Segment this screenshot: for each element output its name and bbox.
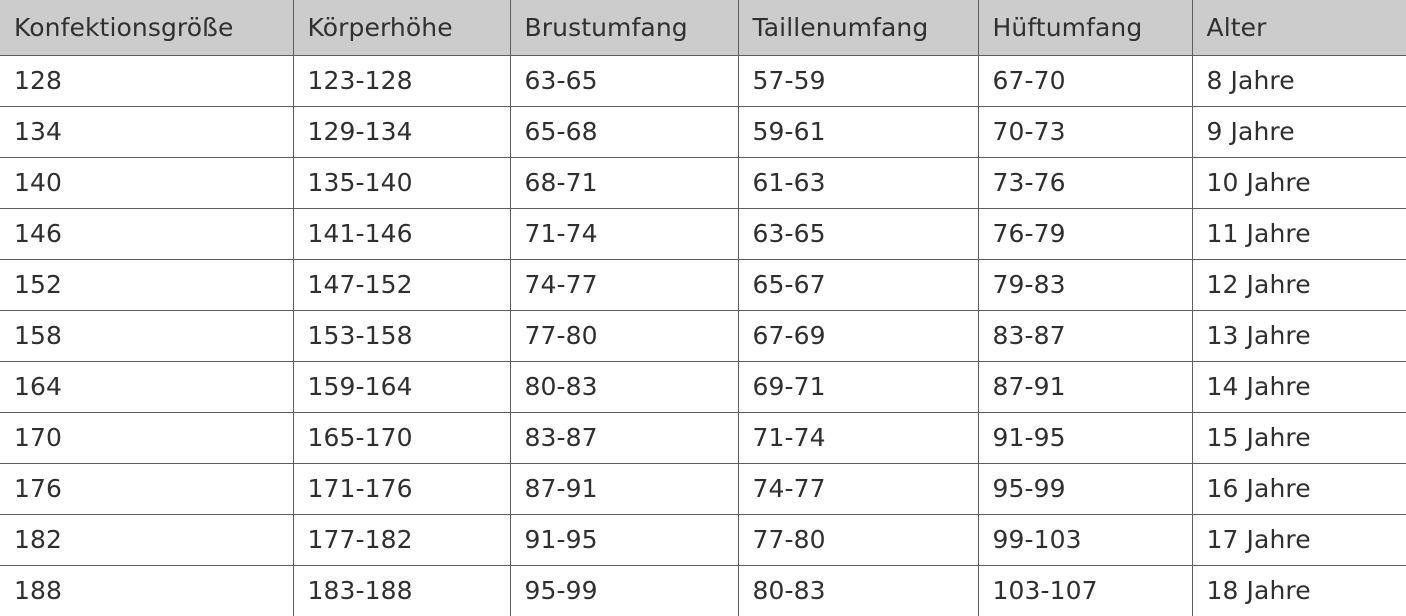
table-cell: 15 Jahre (1192, 413, 1406, 464)
column-header-konfektionsgroesse: Konfektionsgröße (0, 0, 293, 56)
table-cell: 65-68 (510, 107, 738, 158)
column-header-koerperhoehe: Körperhöhe (293, 0, 510, 56)
table-cell: 153-158 (293, 311, 510, 362)
table-cell: 69-71 (738, 362, 978, 413)
table-cell: 67-70 (978, 56, 1192, 107)
table-cell: 91-95 (510, 515, 738, 566)
column-header-taillenumfang: Taillenumfang (738, 0, 978, 56)
table-cell: 140 (0, 158, 293, 209)
table-cell: 183-188 (293, 566, 510, 616)
table-cell: 141-146 (293, 209, 510, 260)
header-row: Konfektionsgröße Körperhöhe Brustumfang … (0, 0, 1406, 56)
table-cell: 165-170 (293, 413, 510, 464)
table-cell: 71-74 (510, 209, 738, 260)
table-cell: 177-182 (293, 515, 510, 566)
table-cell: 17 Jahre (1192, 515, 1406, 566)
table-cell: 61-63 (738, 158, 978, 209)
table-cell: 16 Jahre (1192, 464, 1406, 515)
table-cell: 87-91 (510, 464, 738, 515)
table-cell: 63-65 (738, 209, 978, 260)
table-header: Konfektionsgröße Körperhöhe Brustumfang … (0, 0, 1406, 56)
table-cell: 80-83 (738, 566, 978, 616)
table-cell: 95-99 (978, 464, 1192, 515)
table-cell: 188 (0, 566, 293, 616)
table-cell: 91-95 (978, 413, 1192, 464)
table-cell: 74-77 (738, 464, 978, 515)
table-cell: 147-152 (293, 260, 510, 311)
table-cell: 71-74 (738, 413, 978, 464)
table-cell: 77-80 (738, 515, 978, 566)
table-cell: 176 (0, 464, 293, 515)
table-cell: 103-107 (978, 566, 1192, 616)
table-cell: 70-73 (978, 107, 1192, 158)
table-cell: 63-65 (510, 56, 738, 107)
table-cell: 87-91 (978, 362, 1192, 413)
table-cell: 164 (0, 362, 293, 413)
table-cell: 83-87 (978, 311, 1192, 362)
table-cell: 146 (0, 209, 293, 260)
table-cell: 10 Jahre (1192, 158, 1406, 209)
column-header-alter: Alter (1192, 0, 1406, 56)
table-cell: 73-76 (978, 158, 1192, 209)
table-cell: 65-67 (738, 260, 978, 311)
table-cell: 99-103 (978, 515, 1192, 566)
table-cell: 9 Jahre (1192, 107, 1406, 158)
table-cell: 11 Jahre (1192, 209, 1406, 260)
table-cell: 18 Jahre (1192, 566, 1406, 616)
table-cell: 83-87 (510, 413, 738, 464)
table-cell: 14 Jahre (1192, 362, 1406, 413)
table-cell: 12 Jahre (1192, 260, 1406, 311)
table-cell: 129-134 (293, 107, 510, 158)
table-cell: 68-71 (510, 158, 738, 209)
table-cell: 123-128 (293, 56, 510, 107)
table-cell: 170 (0, 413, 293, 464)
table-cell: 135-140 (293, 158, 510, 209)
table-cell: 80-83 (510, 362, 738, 413)
table-cell: 95-99 (510, 566, 738, 616)
table-cell: 59-61 (738, 107, 978, 158)
table-cell: 158 (0, 311, 293, 362)
table-cell: 79-83 (978, 260, 1192, 311)
column-header-brustumfang: Brustumfang (510, 0, 738, 56)
table-cell: 67-69 (738, 311, 978, 362)
table-cell: 159-164 (293, 362, 510, 413)
column-header-hueftumfang: Hüftumfang (978, 0, 1192, 56)
table-cell: 76-79 (978, 209, 1192, 260)
table-cell: 128 (0, 56, 293, 107)
table-cell: 182 (0, 515, 293, 566)
table-cell: 152 (0, 260, 293, 311)
table-cell: 57-59 (738, 56, 978, 107)
table-cell: 74-77 (510, 260, 738, 311)
table-cell: 8 Jahre (1192, 56, 1406, 107)
table-cell: 13 Jahre (1192, 311, 1406, 362)
table-cell: 77-80 (510, 311, 738, 362)
table-cell: 171-176 (293, 464, 510, 515)
table-cell: 134 (0, 107, 293, 158)
